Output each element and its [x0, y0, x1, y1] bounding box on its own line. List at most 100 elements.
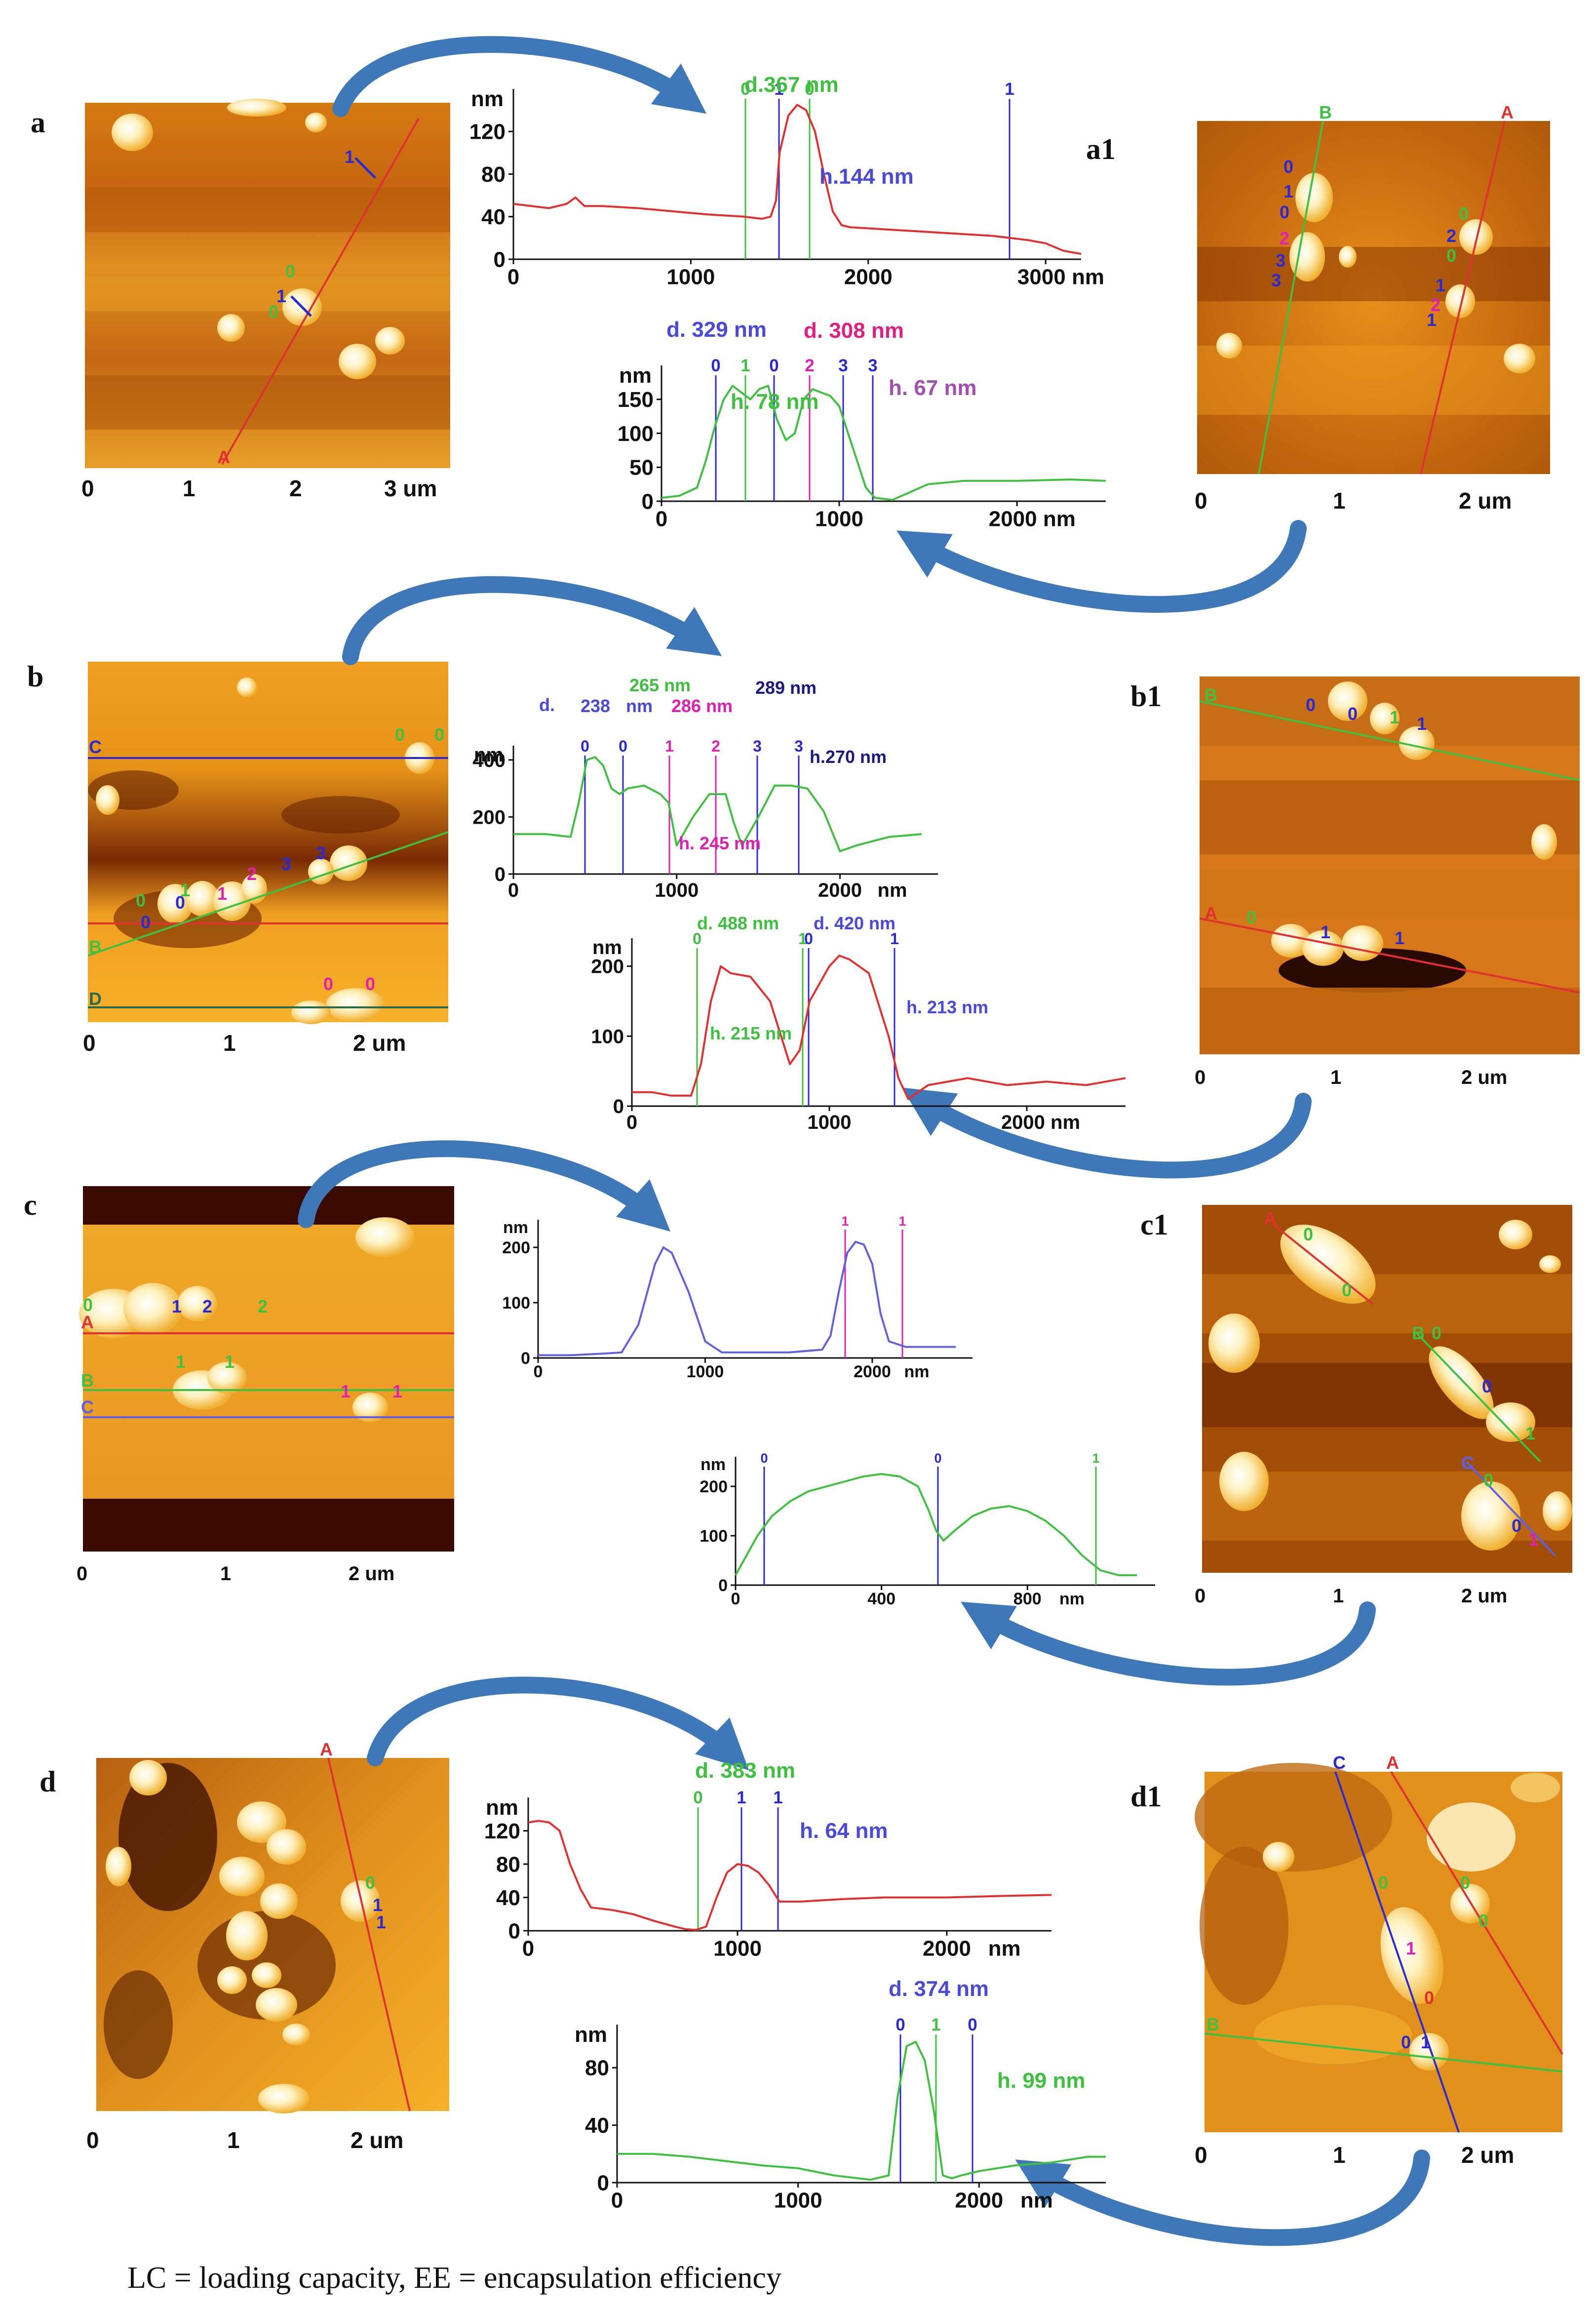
svg-text:0: 0	[269, 302, 278, 322]
axis-lines	[616, 2025, 1106, 2184]
svg-text:d. 329 nm: d. 329 nm	[666, 318, 767, 342]
x-tick-label: 2000 nm	[1001, 1112, 1080, 1133]
svg-text:265 nm: 265 nm	[629, 675, 691, 695]
y-axis-label: nm	[474, 744, 504, 766]
profile-marker-label: 1	[890, 930, 899, 948]
arrow-d-to-profile	[367, 1676, 749, 1770]
line-label: B	[1319, 102, 1332, 122]
profile-marker-label: 3	[794, 737, 803, 755]
svg-text:B: B	[1205, 685, 1217, 705]
profile-series-line	[735, 1473, 1137, 1576]
profile-series-line	[661, 385, 1106, 501]
axis-lines	[537, 1220, 973, 1359]
y-tick-label: 80	[496, 1852, 520, 1876]
x-tick-label: 1000	[687, 1362, 724, 1381]
svg-text:d.367 nm: d.367 nm	[744, 73, 839, 97]
svg-text:0: 0	[86, 2127, 99, 2153]
svg-text:0: 0	[1306, 695, 1316, 715]
svg-text:C: C	[1461, 1453, 1474, 1473]
y-tick-label: 150	[618, 388, 654, 412]
svg-text:0: 0	[175, 892, 185, 913]
x-tick-label: nm	[904, 1362, 930, 1381]
y-tick-label: 0	[642, 489, 654, 514]
profile-marker-label: 2	[711, 737, 720, 755]
profile-series-line	[617, 2040, 1106, 2181]
x-tick-label: 400	[867, 1590, 895, 1608]
svg-text:0: 0	[1401, 2032, 1411, 2052]
svg-text:1: 1	[1333, 2142, 1346, 2168]
svg-text:1: 1	[1421, 2032, 1431, 2052]
svg-text:d.: d.	[539, 695, 555, 715]
y-tick-label: 100	[591, 1026, 624, 1047]
svg-text:0: 0	[1479, 1911, 1488, 1931]
arrow-a1-to-profile	[896, 520, 1307, 613]
svg-text:0: 0	[1284, 157, 1293, 177]
afm-a-xaxis: 0 1 2 3 um	[81, 476, 437, 501]
y-axis-label: nm	[575, 2023, 607, 2047]
y-tick-label: 200	[472, 806, 506, 828]
axis-lines	[512, 89, 1081, 260]
panel-label-d1: d1	[1130, 1780, 1162, 1813]
svg-text:h.270 nm: h.270 nm	[810, 747, 887, 767]
x-tick-label: 2000	[818, 879, 862, 901]
svg-text:2: 2	[247, 864, 257, 884]
svg-text:2 um: 2 um	[353, 1030, 406, 1056]
y-tick-label: 200	[591, 956, 624, 978]
chart-a-profile: nm 0 40 80 120 0 1000 2000 3000 nm 0 1 0 1	[469, 80, 1104, 289]
svg-text:0: 0	[141, 912, 151, 932]
profile-marker-label: 0	[804, 930, 813, 948]
y-axis-label: nm	[503, 1218, 528, 1237]
y-tick-label: 40	[496, 1886, 520, 1910]
profile-marker-label: 1	[898, 1214, 906, 1229]
svg-text:0: 0	[77, 1563, 87, 1585]
svg-text:1: 1	[1390, 707, 1400, 727]
y-axis-label: nm	[701, 1455, 726, 1474]
svg-text:286 nm: 286 nm	[671, 696, 733, 716]
svg-text:h. 78 nm: h. 78 nm	[731, 390, 819, 414]
chart-d-profile: nm 0 40 80 120 0 1000 2000 nm 0 1 1	[484, 1788, 1052, 1961]
connector-arrows	[298, 36, 1430, 2246]
x-tick-label: 2000	[854, 1362, 891, 1381]
y-tick-label: 0	[613, 1096, 624, 1117]
panel-label-a1: a1	[1086, 133, 1116, 165]
svg-text:1: 1	[392, 1381, 402, 1401]
svg-text:2 um: 2 um	[1461, 1585, 1507, 1607]
svg-text:1: 1	[276, 286, 286, 306]
svg-text:0: 0	[1348, 704, 1358, 724]
profile-marker-label: 0	[619, 737, 627, 755]
svg-text:1: 1	[176, 1352, 186, 1372]
panel-label-a: a	[31, 106, 45, 139]
x-tick-label: 800	[1013, 1590, 1042, 1608]
profile-marker-label: 0	[581, 737, 589, 755]
y-tick-label: 200	[700, 1477, 728, 1496]
svg-text:2: 2	[202, 1296, 212, 1316]
x-tick-label: 1000	[808, 1112, 852, 1133]
svg-text:h. 67 nm: h. 67 nm	[889, 376, 977, 400]
profile-marker-label: 0	[760, 1451, 768, 1466]
svg-text:1: 1	[1417, 714, 1427, 734]
profile-series-line	[513, 756, 922, 852]
svg-text:1: 1	[227, 2127, 240, 2153]
svg-text:0: 0	[395, 724, 405, 745]
x-tick-label: 2000 nm	[989, 507, 1076, 531]
profile-marker-label: 2	[805, 356, 814, 375]
svg-text:0: 0	[1460, 1873, 1470, 1893]
svg-text:1: 1	[1427, 310, 1437, 330]
x-tick-label: 0	[507, 265, 519, 289]
panel-label-d: d	[39, 1765, 56, 1798]
svg-text:289 nm: 289 nm	[755, 678, 817, 698]
afm-a1-xaxis: 0 1 2 um	[1195, 488, 1512, 514]
svg-text:1: 1	[1330, 1067, 1341, 1088]
afm-c-xaxis: 0 1 2 um	[77, 1563, 394, 1585]
svg-text:0: 0	[434, 724, 444, 745]
svg-text:2 um: 2 um	[1461, 2142, 1514, 2168]
line-label: D	[89, 989, 102, 1009]
svg-text:1: 1	[172, 1296, 182, 1316]
svg-text:0: 0	[365, 974, 375, 994]
svg-text:1: 1	[180, 880, 190, 900]
x-tick-label: 1000	[774, 2189, 822, 2213]
y-tick-label: 0	[597, 2171, 609, 2195]
svg-text:1: 1	[1528, 1529, 1538, 1550]
